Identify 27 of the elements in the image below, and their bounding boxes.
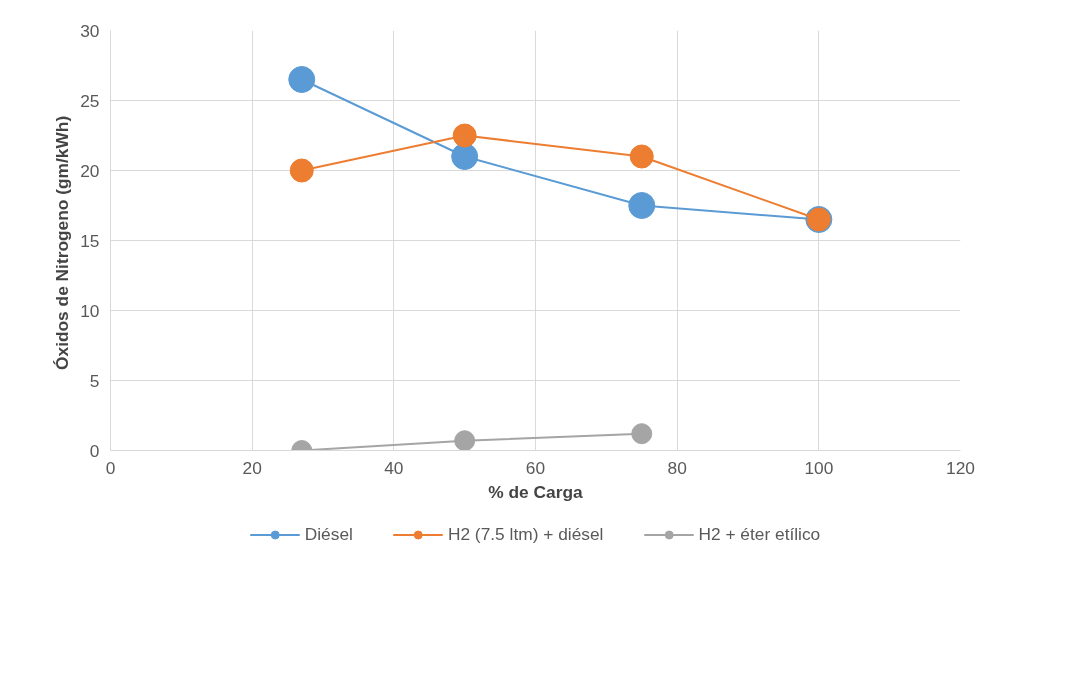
x-axis-title: % de Carga [488, 481, 584, 502]
y-tick-label: 10 [80, 300, 100, 321]
y-axis-title: Óxidos de Nitrogeno (gm/kWh) [52, 115, 73, 370]
point [628, 192, 656, 219]
x-tick-label: 20 [242, 457, 262, 478]
legend-label: H2 (7.5 ltm) + diésel [447, 523, 604, 545]
x-tick-label: 80 [667, 457, 687, 478]
legend-label: Diésel [304, 523, 353, 545]
y-tick-label: 20 [80, 160, 100, 181]
x-tick-label: 120 [946, 457, 975, 478]
y-tick-label: 30 [80, 20, 100, 41]
x-tick-label: 0 [105, 457, 116, 478]
y-tick-label: 15 [80, 230, 100, 251]
legend-label: H2 + éter etílico [698, 523, 821, 545]
point [289, 158, 314, 183]
x-tick-label: 100 [804, 457, 834, 478]
x-tick-label: 60 [525, 457, 546, 478]
y-tick-label: 5 [89, 370, 100, 391]
point [288, 66, 316, 93]
point [451, 143, 479, 170]
point [452, 123, 477, 148]
point [631, 423, 653, 445]
y-tick-label: 0 [89, 440, 100, 461]
x-tick-label: 40 [384, 457, 404, 478]
point [629, 144, 654, 169]
point [454, 430, 476, 451]
y-tick-label: 25 [80, 90, 100, 111]
